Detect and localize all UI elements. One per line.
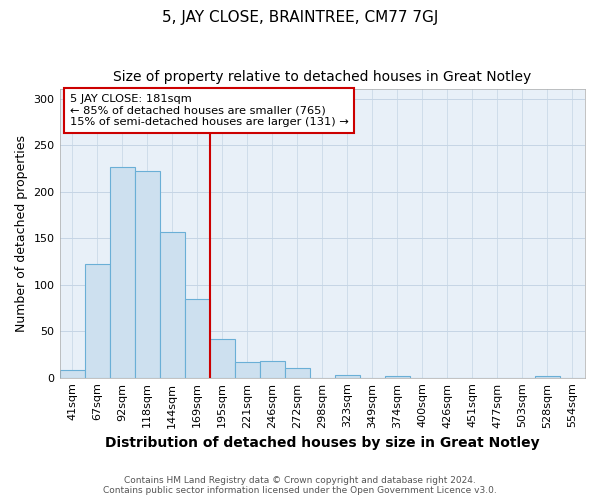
Bar (235, 362, 260, 378)
Text: Contains HM Land Registry data © Crown copyright and database right 2024.
Contai: Contains HM Land Registry data © Crown c… (103, 476, 497, 495)
Text: 5, JAY CLOSE, BRAINTREE, CM77 7GJ: 5, JAY CLOSE, BRAINTREE, CM77 7GJ (162, 10, 438, 25)
Bar (134, 171, 160, 378)
Title: Size of property relative to detached houses in Great Notley: Size of property relative to detached ho… (113, 70, 532, 84)
Bar (535, 376, 560, 378)
X-axis label: Distribution of detached houses by size in Great Notley: Distribution of detached houses by size … (105, 436, 539, 450)
Bar (335, 375, 360, 378)
Bar (185, 298, 209, 378)
Bar (385, 376, 410, 378)
Text: 5 JAY CLOSE: 181sqm
← 85% of detached houses are smaller (765)
15% of semi-detac: 5 JAY CLOSE: 181sqm ← 85% of detached ho… (70, 94, 349, 127)
Bar (110, 168, 134, 378)
Bar (285, 368, 310, 378)
Bar (160, 232, 185, 378)
Bar (59, 370, 85, 378)
Bar (85, 264, 110, 378)
Bar (260, 361, 285, 378)
Y-axis label: Number of detached properties: Number of detached properties (15, 135, 28, 332)
Bar (209, 338, 235, 378)
